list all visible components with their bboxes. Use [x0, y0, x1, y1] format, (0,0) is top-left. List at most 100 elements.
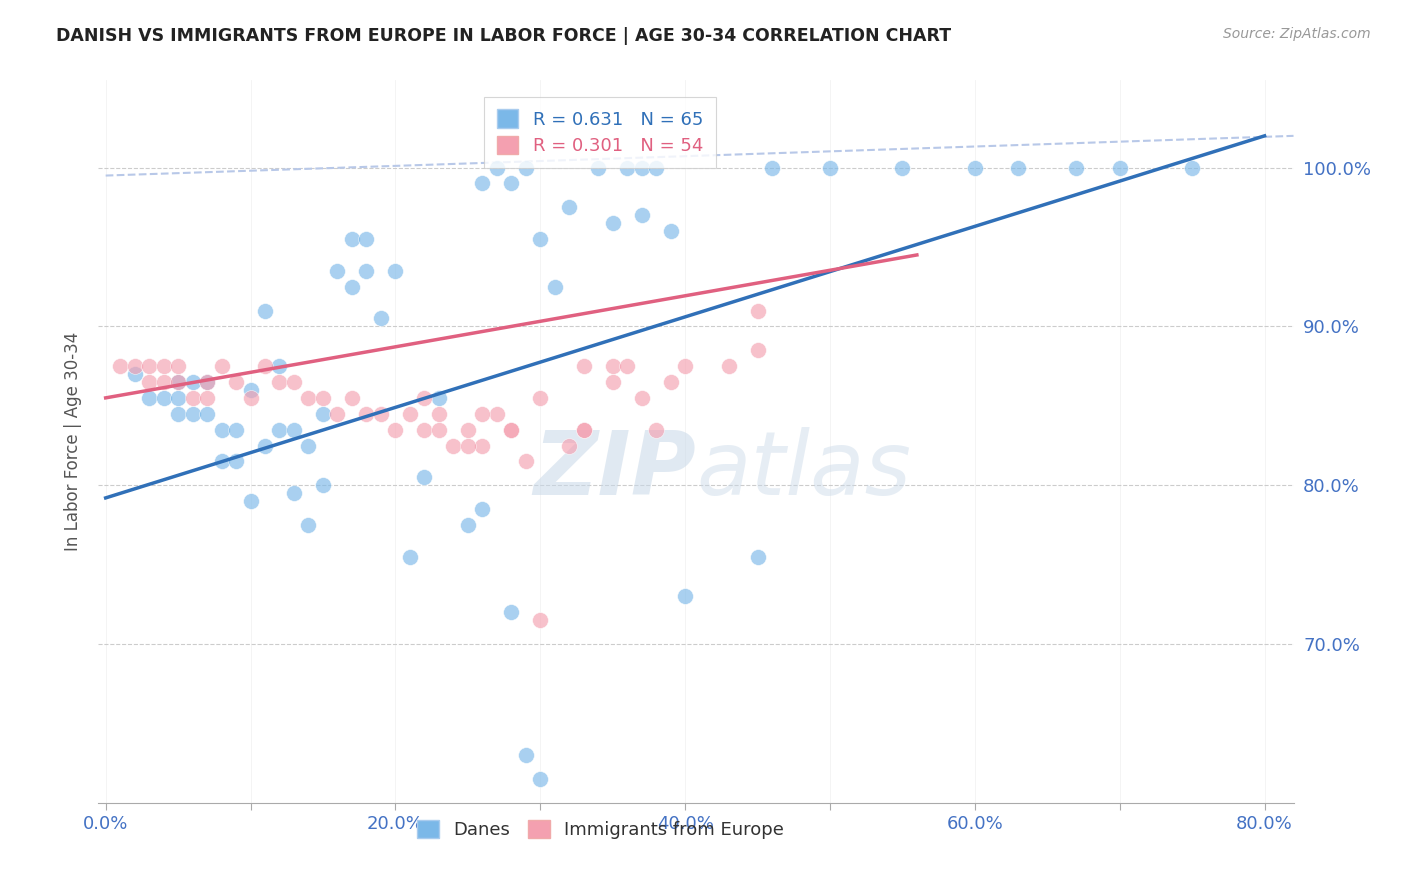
Point — [152, 375, 174, 389]
Point — [152, 359, 174, 373]
Point — [297, 391, 319, 405]
Point — [253, 438, 276, 452]
Text: DANISH VS IMMIGRANTS FROM EUROPE IN LABOR FORCE | AGE 30-34 CORRELATION CHART: DANISH VS IMMIGRANTS FROM EUROPE IN LABO… — [56, 27, 952, 45]
Point — [152, 391, 174, 405]
Point — [195, 407, 218, 421]
Point — [370, 311, 392, 326]
Point — [356, 407, 378, 421]
Point — [399, 549, 422, 564]
Point — [297, 438, 319, 452]
Point — [471, 502, 494, 516]
Point — [529, 391, 551, 405]
Point — [253, 359, 276, 373]
Point — [471, 177, 494, 191]
Point — [529, 613, 551, 627]
Point — [529, 772, 551, 786]
Point — [891, 161, 914, 175]
Point — [138, 359, 160, 373]
Legend: Danes, Immigrants from Europe: Danes, Immigrants from Europe — [408, 811, 793, 848]
Point — [659, 375, 682, 389]
Point — [747, 549, 769, 564]
Point — [427, 423, 450, 437]
Point — [515, 454, 537, 468]
Point — [501, 177, 523, 191]
Point — [602, 375, 624, 389]
Point — [167, 375, 190, 389]
Point — [471, 438, 494, 452]
Point — [195, 375, 218, 389]
Point — [167, 359, 190, 373]
Point — [558, 200, 581, 214]
Point — [239, 391, 262, 405]
Text: ZIP: ZIP — [533, 427, 696, 514]
Point — [717, 359, 740, 373]
Point — [283, 423, 305, 437]
Point — [225, 375, 247, 389]
Point — [340, 279, 363, 293]
Point — [441, 438, 464, 452]
Point — [356, 232, 378, 246]
Point — [253, 303, 276, 318]
Point — [326, 264, 349, 278]
Point — [283, 375, 305, 389]
Point — [963, 161, 986, 175]
Point — [211, 359, 233, 373]
Point — [211, 423, 233, 437]
Point — [181, 375, 204, 389]
Point — [529, 232, 551, 246]
Point — [138, 375, 160, 389]
Point — [659, 224, 682, 238]
Point — [457, 423, 479, 437]
Point — [108, 359, 131, 373]
Point — [616, 359, 638, 373]
Point — [413, 470, 436, 484]
Point — [558, 438, 581, 452]
Point — [269, 375, 291, 389]
Point — [427, 407, 450, 421]
Point — [645, 161, 668, 175]
Point — [544, 279, 567, 293]
Point — [572, 359, 595, 373]
Point — [195, 375, 218, 389]
Point — [413, 423, 436, 437]
Point — [471, 407, 494, 421]
Point — [818, 161, 841, 175]
Point — [225, 423, 247, 437]
Point — [673, 590, 696, 604]
Point — [384, 423, 406, 437]
Point — [239, 494, 262, 508]
Point — [616, 161, 638, 175]
Point — [485, 407, 508, 421]
Point — [602, 216, 624, 230]
Point — [761, 161, 783, 175]
Point — [181, 391, 204, 405]
Point — [340, 232, 363, 246]
Point — [747, 343, 769, 358]
Point — [515, 161, 537, 175]
Point — [586, 161, 609, 175]
Point — [1007, 161, 1029, 175]
Point — [239, 383, 262, 397]
Point — [630, 208, 652, 222]
Point — [211, 454, 233, 468]
Point — [630, 161, 652, 175]
Point — [283, 486, 305, 500]
Point — [340, 391, 363, 405]
Text: Source: ZipAtlas.com: Source: ZipAtlas.com — [1223, 27, 1371, 41]
Point — [312, 478, 335, 492]
Point — [485, 161, 508, 175]
Point — [326, 407, 349, 421]
Point — [399, 407, 422, 421]
Point — [312, 407, 335, 421]
Point — [195, 391, 218, 405]
Point — [501, 605, 523, 619]
Point — [225, 454, 247, 468]
Point — [515, 748, 537, 763]
Point — [356, 264, 378, 278]
Point — [181, 407, 204, 421]
Point — [124, 367, 146, 381]
Point — [312, 391, 335, 405]
Point — [1108, 161, 1130, 175]
Point — [297, 517, 319, 532]
Point — [572, 423, 595, 437]
